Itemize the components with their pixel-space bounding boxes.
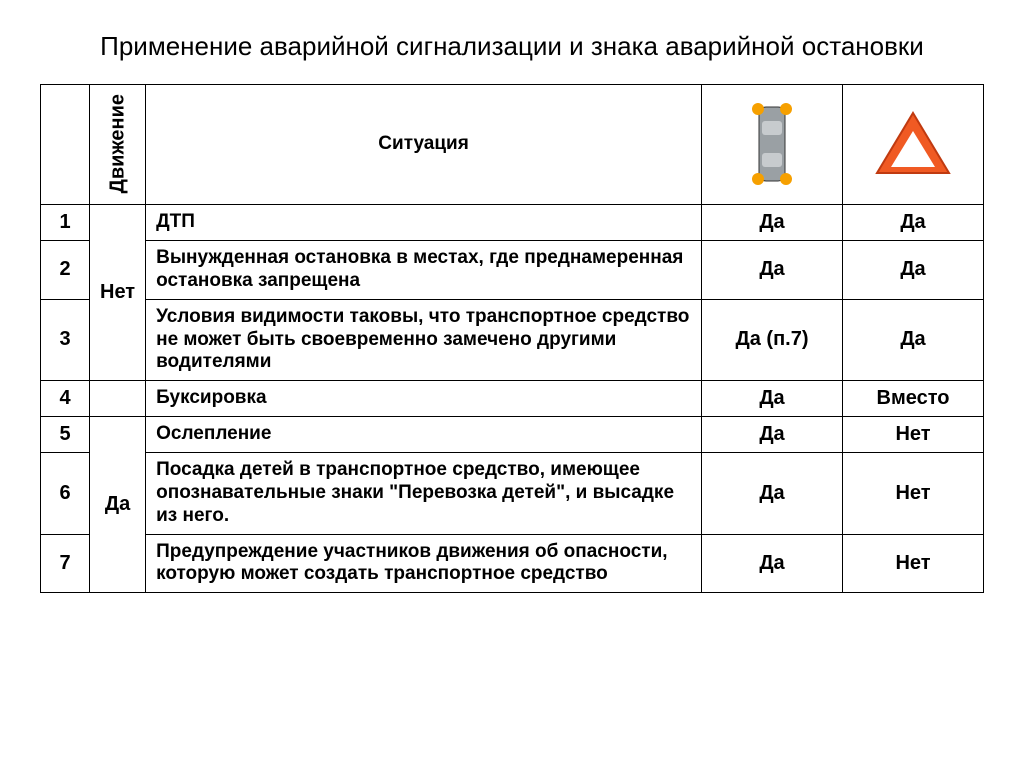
row-num: 3 [41, 299, 90, 380]
warning-triangle-icon [873, 109, 953, 179]
row-num: 5 [41, 417, 90, 453]
header-situation: Ситуация [146, 84, 702, 204]
table-row: 1 Нет ДТП Да Да [41, 205, 984, 241]
table-row: 7 Предупреждение участников движения об … [41, 534, 984, 593]
situation-cell: ДТП [146, 205, 702, 241]
hazard-cell: Да [702, 453, 843, 534]
table-row: 6 Посадка детей в транспортное средство,… [41, 453, 984, 534]
header-triangle-icon [843, 84, 984, 204]
row-num: 4 [41, 381, 90, 417]
sign-cell: Нет [843, 417, 984, 453]
hazard-cell: Да [702, 417, 843, 453]
header-car-icon [702, 84, 843, 204]
hazard-cell: Да [702, 241, 843, 300]
situation-cell: Предупреждение участников движения об оп… [146, 534, 702, 593]
situation-cell: Ослепление [146, 417, 702, 453]
header-movement: Движение [90, 84, 146, 204]
situation-cell: Буксировка [146, 381, 702, 417]
page-title: Применение аварийной сигнализации и знак… [40, 30, 984, 64]
movement-no: Нет [90, 205, 146, 381]
situation-cell: Условия видимости таковы, что транспортн… [146, 299, 702, 380]
hazard-table: Движение Ситуация 1 Нет ДТП Да Да [40, 84, 984, 593]
table-row: 2 Вынужденная остановка в местах, где пр… [41, 241, 984, 300]
sign-cell: Нет [843, 534, 984, 593]
table-row: 5 Да Ослепление Да Нет [41, 417, 984, 453]
sign-cell: Вместо [843, 381, 984, 417]
hazard-cell: Да [702, 534, 843, 593]
row-num: 1 [41, 205, 90, 241]
sign-cell: Да [843, 205, 984, 241]
header-blank-num [41, 84, 90, 204]
row-num: 2 [41, 241, 90, 300]
row-num: 6 [41, 453, 90, 534]
sign-cell: Нет [843, 453, 984, 534]
car-hazard-icon [749, 99, 795, 189]
situation-cell: Вынужденная остановка в местах, где пред… [146, 241, 702, 300]
sign-cell: Да [843, 241, 984, 300]
table-row: 4 Буксировка Да Вместо [41, 381, 984, 417]
hazard-cell: Да [702, 381, 843, 417]
movement-yes: Да [90, 417, 146, 593]
hazard-cell: Да (п.7) [702, 299, 843, 380]
sign-cell: Да [843, 299, 984, 380]
situation-cell: Посадка детей в транспортное средство, и… [146, 453, 702, 534]
row-num: 7 [41, 534, 90, 593]
hazard-cell: Да [702, 205, 843, 241]
movement-blank [90, 381, 146, 417]
table-row: 3 Условия видимости таковы, что транспор… [41, 299, 984, 380]
